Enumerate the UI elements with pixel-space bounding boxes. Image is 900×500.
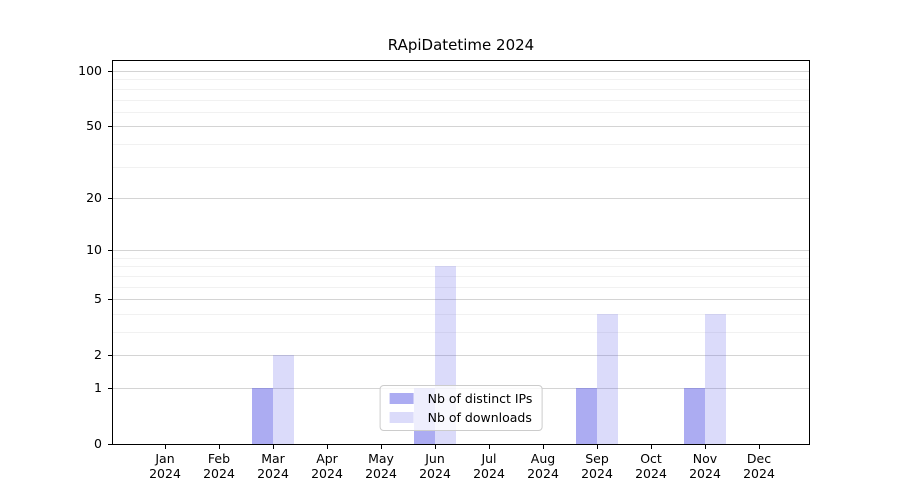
bar-distinct-ips <box>684 388 705 444</box>
x-tick <box>759 445 760 449</box>
legend-swatch <box>389 393 414 404</box>
x-tick <box>219 445 220 449</box>
y-axis-tick-label: 1 <box>94 380 102 395</box>
legend: Nb of distinct IPs Nb of downloads <box>379 385 543 431</box>
y-gridline-minor <box>113 166 809 168</box>
y-gridline-minor <box>113 257 809 259</box>
y-axis-tick-label: 2 <box>94 347 102 363</box>
x-tick <box>165 445 166 449</box>
y-gridline-minor <box>113 313 809 315</box>
y-gridline-minor <box>113 266 809 268</box>
y-axis-tick-label: 100 <box>78 63 102 78</box>
plot-area: Nb of distinct IPs Nb of downloads <box>112 60 810 445</box>
x-tick <box>543 445 544 449</box>
x-tick <box>597 445 598 449</box>
y-gridline-major <box>113 197 809 199</box>
bar-downloads <box>273 355 294 444</box>
y-tick <box>108 355 112 357</box>
y-tick <box>108 250 112 252</box>
y-gridline-minor <box>113 79 809 81</box>
x-tick <box>651 445 652 449</box>
x-axis-tick-label: Jun 2024 <box>419 451 451 481</box>
bar-downloads <box>597 313 618 444</box>
y-tick <box>108 126 112 128</box>
legend-item: Nb of distinct IPs <box>389 391 533 406</box>
x-tick <box>705 445 706 449</box>
x-tick <box>381 445 382 449</box>
x-axis-tick-label: Apr 2024 <box>311 451 343 481</box>
y-gridline-minor <box>113 286 809 288</box>
y-axis-tick-label: 5 <box>94 291 102 307</box>
y-gridline-minor <box>113 111 809 113</box>
y-gridline-major <box>113 126 809 128</box>
x-axis-tick-label: Oct 2024 <box>635 451 667 481</box>
y-gridline-major <box>113 355 809 357</box>
y-gridline-minor <box>113 275 809 277</box>
legend-item: Nb of downloads <box>389 410 533 425</box>
legend-swatch <box>389 412 414 423</box>
y-tick <box>108 444 112 445</box>
legend-label: Nb of distinct IPs <box>427 391 533 406</box>
y-tick <box>108 299 112 301</box>
x-tick <box>273 445 274 449</box>
legend-label: Nb of downloads <box>427 410 532 425</box>
y-gridline-minor <box>113 143 809 145</box>
y-axis-tick-label: 0 <box>94 436 102 451</box>
x-axis-tick-label: May 2024 <box>365 451 397 481</box>
x-axis-tick-label: Dec 2024 <box>743 451 775 481</box>
x-axis-tick-label: Jul 2024 <box>473 451 505 481</box>
x-axis-tick-label: Mar 2024 <box>257 451 289 481</box>
y-axis-tick-label: 20 <box>86 189 102 205</box>
y-tick <box>108 197 112 199</box>
bar-distinct-ips <box>252 388 273 444</box>
x-tick <box>489 445 490 449</box>
x-axis-tick-label: Jan 2024 <box>149 451 181 481</box>
y-gridline-minor <box>113 99 809 101</box>
bar-distinct-ips <box>576 388 597 444</box>
x-axis-tick-label: Aug 2024 <box>527 451 559 481</box>
y-axis-tick-label: 50 <box>86 118 102 134</box>
y-tick <box>108 71 112 72</box>
y-gridline-major <box>113 299 809 301</box>
bar-downloads <box>705 313 726 444</box>
y-gridline-minor <box>113 332 809 333</box>
x-axis-tick-label: Nov 2024 <box>689 451 721 481</box>
x-tick <box>327 445 328 449</box>
y-axis-tick-label: 10 <box>86 242 102 258</box>
x-axis-tick-label: Sep 2024 <box>581 451 613 481</box>
x-tick <box>435 445 436 449</box>
x-axis-tick-label: Feb 2024 <box>203 451 235 481</box>
y-gridline-major <box>113 250 809 252</box>
y-tick <box>108 388 112 389</box>
y-gridline-minor <box>113 88 809 90</box>
chart-title: RApiDatetime 2024 <box>387 36 535 54</box>
y-gridline-major <box>113 71 809 72</box>
